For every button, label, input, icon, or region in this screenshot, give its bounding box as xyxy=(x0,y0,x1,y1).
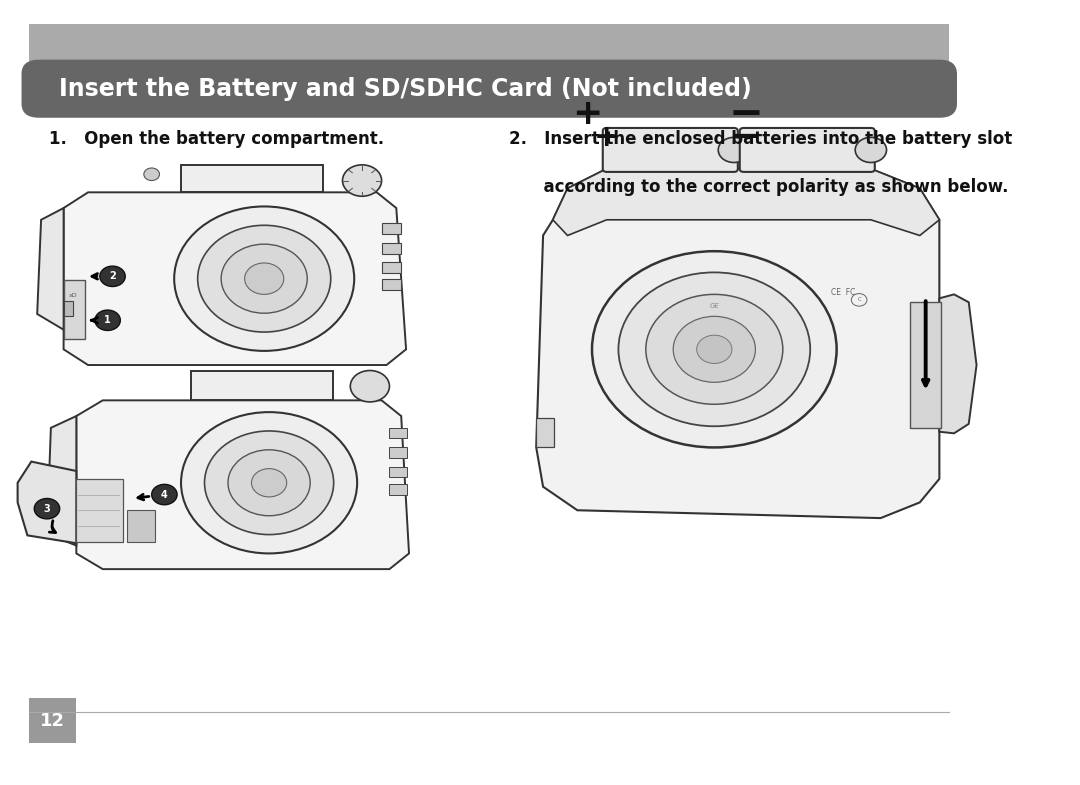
Circle shape xyxy=(181,412,357,553)
Circle shape xyxy=(35,498,59,519)
Circle shape xyxy=(342,165,381,196)
Bar xyxy=(390,484,407,495)
Text: 1.   Open the battery compartment.: 1. Open the battery compartment. xyxy=(49,130,384,148)
Text: −: − xyxy=(728,93,764,135)
Bar xyxy=(381,223,401,234)
Text: +: + xyxy=(594,123,620,152)
Text: CE  FC: CE FC xyxy=(832,287,855,297)
Polygon shape xyxy=(17,462,77,543)
Bar xyxy=(64,301,73,316)
Circle shape xyxy=(228,450,310,516)
Circle shape xyxy=(252,469,286,497)
Text: Insert the Battery and SD/SDHC Card (Not included): Insert the Battery and SD/SDHC Card (Not… xyxy=(58,77,752,100)
Text: C: C xyxy=(858,298,861,302)
Bar xyxy=(381,243,401,254)
Circle shape xyxy=(198,225,330,332)
Bar xyxy=(381,279,401,290)
Polygon shape xyxy=(537,169,940,518)
Text: 2: 2 xyxy=(109,272,116,281)
Polygon shape xyxy=(191,371,333,400)
Text: 1: 1 xyxy=(105,316,111,325)
Bar xyxy=(127,510,154,542)
Bar xyxy=(390,467,407,477)
Bar xyxy=(390,447,407,458)
Circle shape xyxy=(99,266,125,287)
FancyBboxPatch shape xyxy=(603,128,738,172)
Polygon shape xyxy=(46,416,77,546)
Circle shape xyxy=(174,206,354,351)
Text: xD: xD xyxy=(69,294,78,298)
Text: according to the correct polarity as shown below.: according to the correct polarity as sho… xyxy=(509,178,1009,196)
Circle shape xyxy=(144,168,160,181)
Text: GE: GE xyxy=(710,303,719,309)
Polygon shape xyxy=(37,208,64,330)
Text: 4: 4 xyxy=(161,490,167,499)
Bar xyxy=(910,302,942,428)
Circle shape xyxy=(350,371,390,402)
Circle shape xyxy=(592,251,837,447)
Circle shape xyxy=(697,335,732,363)
Bar xyxy=(381,262,401,273)
Polygon shape xyxy=(636,149,827,169)
Polygon shape xyxy=(181,165,323,192)
Text: 2.   Insert the enclosed batteries into the battery slot: 2. Insert the enclosed batteries into th… xyxy=(509,130,1012,148)
Bar xyxy=(64,280,85,339)
Circle shape xyxy=(673,316,755,382)
Circle shape xyxy=(95,310,120,330)
Bar xyxy=(77,479,123,542)
Bar xyxy=(537,418,554,447)
Text: −: − xyxy=(730,120,760,155)
Circle shape xyxy=(204,431,334,535)
Text: +: + xyxy=(572,97,603,131)
Polygon shape xyxy=(77,400,409,569)
Circle shape xyxy=(151,484,177,505)
FancyBboxPatch shape xyxy=(22,60,957,118)
Circle shape xyxy=(221,244,307,313)
Polygon shape xyxy=(940,294,976,433)
Polygon shape xyxy=(64,192,406,365)
Circle shape xyxy=(646,294,783,404)
Circle shape xyxy=(619,272,810,426)
Text: 3: 3 xyxy=(43,504,51,513)
FancyBboxPatch shape xyxy=(740,128,875,172)
Bar xyxy=(390,428,407,438)
Text: 12: 12 xyxy=(40,712,65,729)
FancyBboxPatch shape xyxy=(29,698,77,743)
Circle shape xyxy=(718,137,750,162)
FancyBboxPatch shape xyxy=(29,24,949,61)
Polygon shape xyxy=(553,169,940,236)
Circle shape xyxy=(855,137,887,162)
Circle shape xyxy=(245,263,284,294)
